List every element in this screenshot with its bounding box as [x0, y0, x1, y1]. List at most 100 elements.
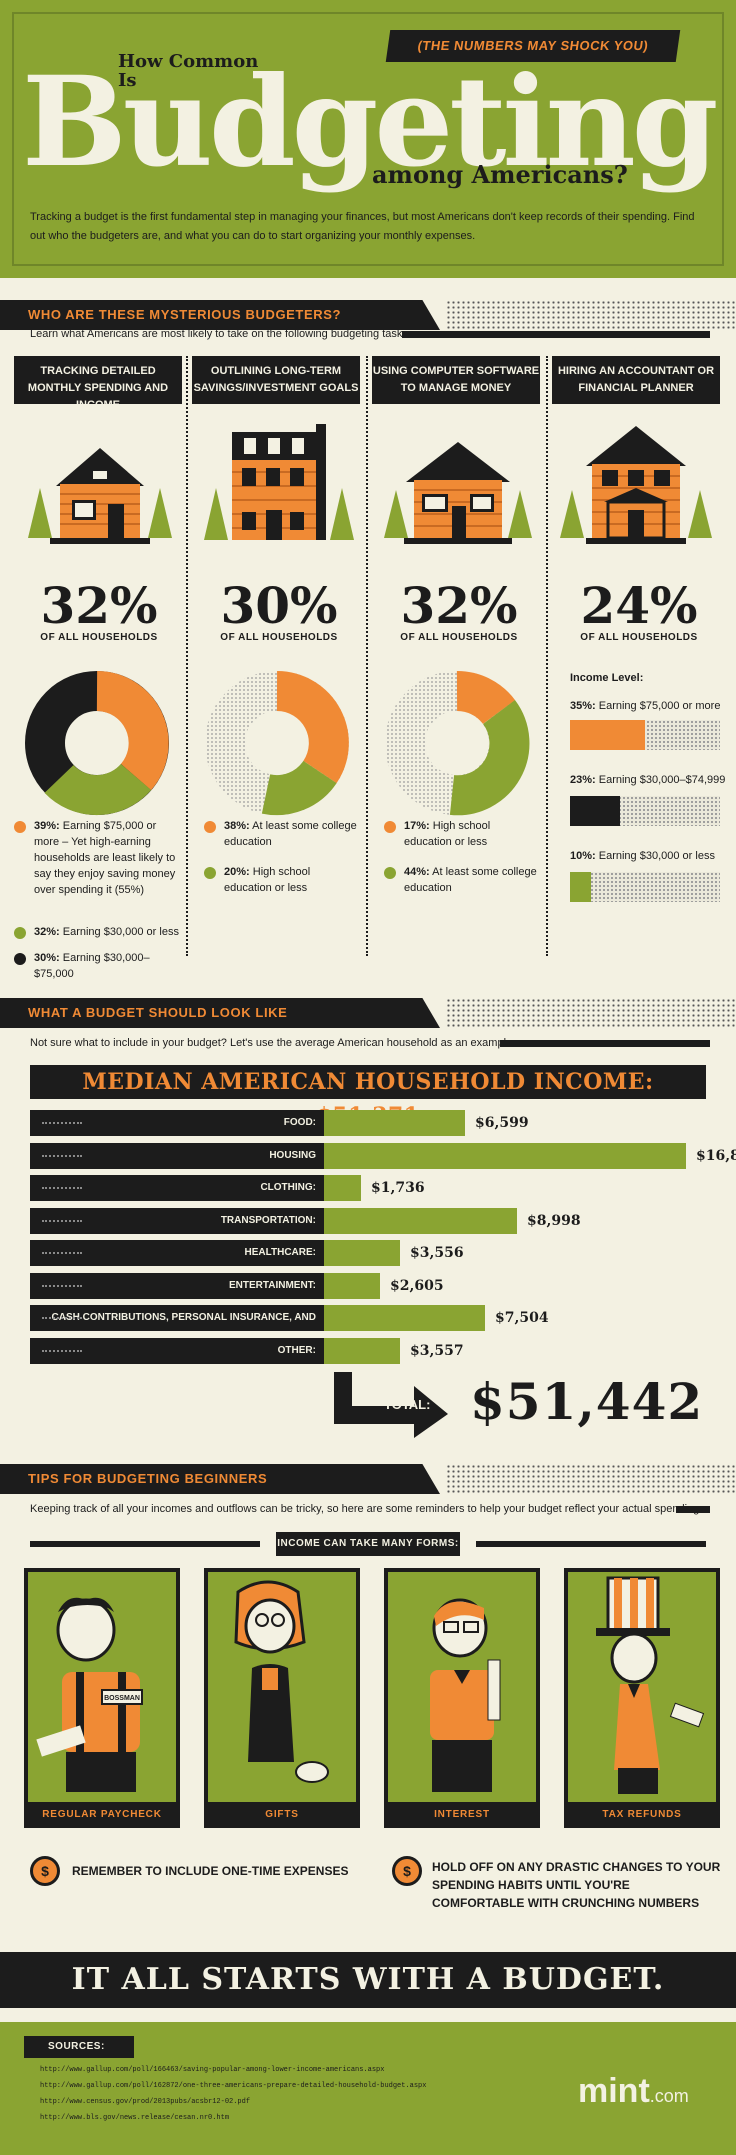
legend-text: Earning $30,000 or less — [62, 926, 179, 938]
legend-pct: 39%: — [34, 820, 60, 832]
legend-item: 20%: High school education or less — [204, 864, 360, 896]
lead-rule — [402, 331, 710, 338]
how-common-text: How Common Is — [118, 51, 259, 91]
legend-text: High school education or less — [224, 866, 311, 894]
budget-value-label: $6,599 — [475, 1115, 529, 1131]
budget-bar — [324, 1305, 485, 1331]
budget-value-label: $16,887 — [696, 1147, 736, 1164]
budget-value-label: $3,556 — [410, 1245, 464, 1261]
budget-row: TRANSPORTATION: $8,998 — [30, 1207, 706, 1234]
pct-sub: OF ALL HOUSEHOLDS — [400, 632, 518, 643]
section-hatch — [446, 998, 736, 1028]
section-hatch — [446, 1464, 736, 1494]
accountant-figure-icon — [430, 1598, 501, 1792]
section-tips-lead: Keeping track of all your incomes and ou… — [30, 1503, 703, 1515]
budget-bar — [324, 1240, 400, 1266]
budget-value-label: $3,557 — [410, 1342, 464, 1359]
budget-value-label: $2,605 — [390, 1277, 444, 1294]
income-bar-fill — [570, 720, 645, 750]
legend-dot — [384, 867, 396, 879]
intro-text: Tracking a budget is the first fundament… — [30, 211, 695, 242]
boss-figure-icon: BOSSMAN — [36, 1597, 143, 1792]
donut-education-chart — [205, 671, 349, 816]
budget-bar — [324, 1337, 400, 1364]
section-who-title: WHO ARE THESE MYSTERIOUS BUDGETERS? — [0, 300, 440, 330]
legend-item: 44%: At least some college education — [384, 864, 540, 896]
budget-category-label: OTHER: — [277, 1344, 316, 1356]
legend-dot — [14, 953, 26, 965]
donut-slice — [449, 699, 530, 816]
source-link[interactable]: http://www.census.gov/prod/2013pubs/acsb… — [40, 2098, 251, 2106]
budget-category-label: FOOD: — [283, 1117, 316, 1128]
legend-item: 17%: High school education or less — [384, 818, 540, 850]
column-divider — [366, 356, 368, 956]
house-ranch-icon — [28, 448, 172, 544]
legend-item: 32%: Earning $30,000 or less — [14, 924, 182, 940]
income-level-label: 35%: Earning $75,000 or more — [570, 700, 720, 712]
legend-dot — [14, 821, 26, 833]
budget-row-leader — [42, 1219, 82, 1222]
boss-badge-text: BOSSMAN — [104, 1695, 140, 1702]
card-interest — [384, 1568, 540, 1806]
budget-bar — [324, 1175, 361, 1201]
income-pct: 23%: — [570, 774, 596, 786]
mint-logo[interactable]: mint.com — [578, 2072, 689, 2111]
income-bar-fill — [570, 872, 591, 902]
uncle-sam-figure-icon — [596, 1576, 705, 1794]
budget-row: ENTERTAINMENT: $2,605 — [30, 1272, 706, 1299]
budget-row: CLOTHING: $1,736 — [30, 1175, 706, 1201]
donut-software-chart — [385, 670, 530, 816]
income-pct: 10%: — [570, 850, 596, 862]
donut-slice — [95, 671, 169, 791]
grandma-figure-icon — [234, 1580, 329, 1783]
legend-pct: 30%: — [34, 952, 60, 964]
legend-item: 39%: Earning $75,000 or more – Yet high-… — [14, 818, 182, 898]
col-label-accountant: HIRING AN ACCOUNTANT OR FINANCIAL PLANNE… — [552, 356, 720, 404]
income-pct: 35%: — [570, 700, 596, 712]
lead-rule — [676, 1506, 710, 1513]
section-hatch — [446, 300, 736, 330]
card-label-gifts: GIFTS — [204, 1802, 360, 1828]
card-label-paycheck: REGULAR PAYCHECK — [24, 1802, 180, 1828]
section-budget-title: WHAT A BUDGET SHOULD LOOK LIKE — [0, 998, 440, 1028]
legend-pct: 38%: — [224, 820, 250, 832]
legend-dot — [204, 821, 216, 833]
house-townhouse-icon — [204, 424, 354, 540]
tip-hold-off: HOLD OFF ON ANY DRASTIC CHANGES TO YOUR … — [432, 1860, 721, 1910]
budget-row-leader — [42, 1154, 82, 1157]
source-link[interactable]: http://www.gallup.com/poll/162872/one-th… — [40, 2082, 427, 2090]
income-text: Earning $30,000–$74,999 — [598, 774, 726, 786]
budget-value-label: $1,736 — [371, 1180, 425, 1196]
pct-sub: OF ALL HOUSEHOLDS — [220, 632, 338, 643]
legend-dot — [384, 821, 396, 833]
source-link[interactable]: http://www.gallup.com/poll/166463/saving… — [40, 2066, 385, 2074]
source-link[interactable]: http://www.bls.gov/news.release/cesan.nr… — [40, 2114, 230, 2122]
legend-pct: 32%: — [34, 926, 60, 938]
page-subtitle: among Americans? — [372, 160, 628, 189]
income-forms-label: INCOME CAN TAKE MANY FORMS: — [276, 1532, 460, 1556]
budget-row: HOUSING $16,887 — [30, 1142, 736, 1169]
legend-text: Earning $75,000 or more – Yet high-earni… — [34, 820, 176, 896]
legend-text: At least some college education — [224, 820, 357, 848]
card-gifts — [204, 1568, 360, 1806]
legend-dot — [204, 867, 216, 879]
card-paycheck: BOSSMAN — [24, 1568, 180, 1806]
pct-tracking: 32% — [40, 576, 158, 635]
pct-sub: OF ALL HOUSEHOLDS — [40, 632, 158, 643]
pct-sub: OF ALL HOUSEHOLDS — [580, 632, 698, 643]
card-tax-refunds — [564, 1568, 720, 1806]
budget-category-label: TRANSPORTATION: — [220, 1214, 316, 1226]
mint-logo-text: mint — [578, 2072, 650, 2110]
median-income-banner: MEDIAN AMERICAN HOUSEHOLD INCOME: $51,37… — [30, 1065, 706, 1129]
sources-label: SOURCES: — [24, 2036, 134, 2058]
legend-pct: 44%: — [404, 866, 430, 878]
budget-row-leader — [42, 1349, 82, 1352]
legend-text: At least some college education — [404, 866, 537, 894]
budget-row-leader — [42, 1317, 82, 1319]
budget-row-leader — [42, 1252, 82, 1254]
budget-bar — [324, 1207, 517, 1234]
budget-bar — [324, 1142, 686, 1169]
tip-one-time: REMEMBER TO INCLUDE ONE-TIME EXPENSES — [72, 1864, 349, 1878]
house-bungalow-icon — [384, 442, 532, 544]
card-label-interest: INTEREST — [384, 1802, 540, 1828]
